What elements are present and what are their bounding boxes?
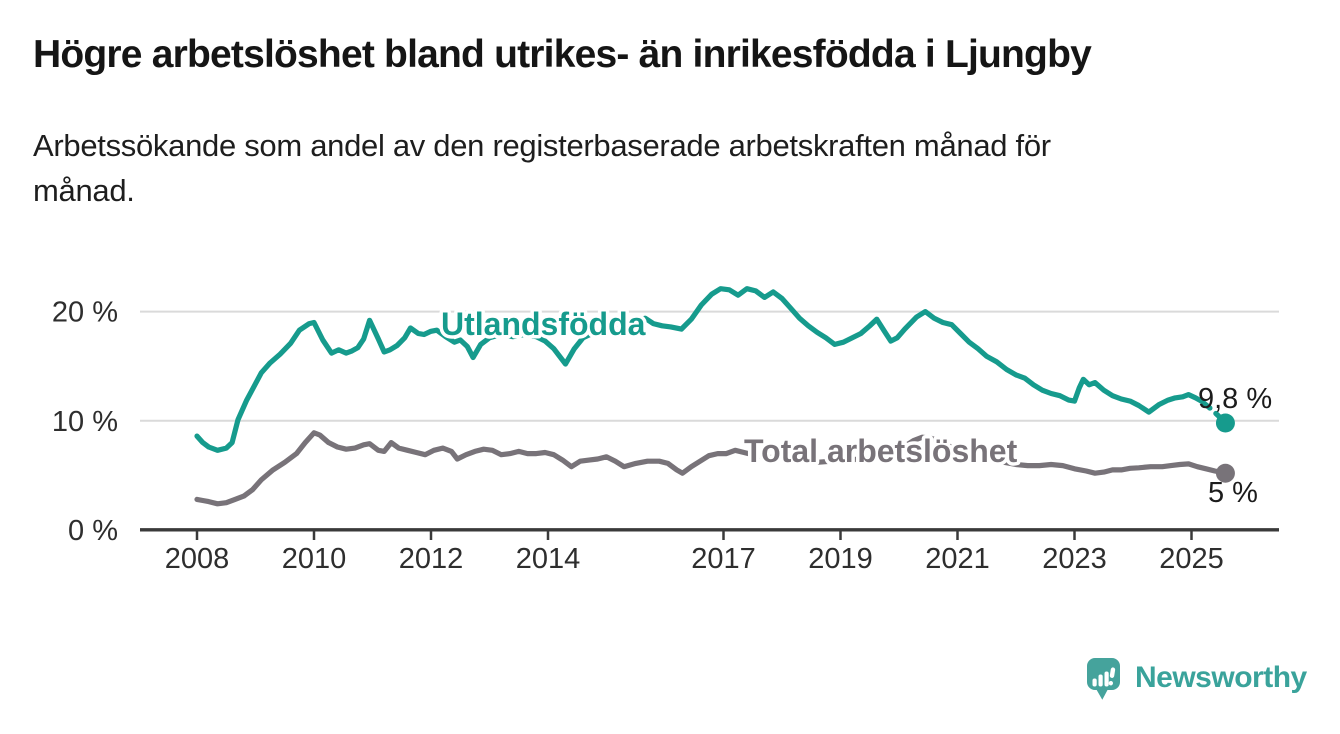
series-label-total-arbetsl-shet: Total arbetslöshet xyxy=(744,433,1018,469)
y-axis-label-20: 20 % xyxy=(52,297,118,329)
logo-bubble xyxy=(1087,658,1120,700)
series-end-value-total-arbetsl-shet: 5 % xyxy=(1208,477,1258,509)
x-axis-label-2025: 2025 xyxy=(1159,543,1224,575)
x-axis-label-2019: 2019 xyxy=(808,543,873,575)
x-axis-label-2014: 2014 xyxy=(516,543,581,575)
x-axis-label-2012: 2012 xyxy=(399,543,464,575)
x-axis-label-2023: 2023 xyxy=(1042,543,1107,575)
brand-name: Newsworthy xyxy=(1135,661,1307,694)
y-axis-label-10: 10 % xyxy=(52,406,118,438)
series-line-utlandsf-dda xyxy=(194,286,1204,453)
newsworthy-logo-icon xyxy=(1087,658,1120,700)
series-end-dot-total-arbetsl-shet xyxy=(1215,463,1235,483)
logo-bar-1 xyxy=(1092,678,1097,687)
x-axis-label-2017: 2017 xyxy=(691,543,756,575)
brand-footer: Newsworthy xyxy=(1087,658,1307,702)
page-title: Högre arbetslöshet bland utrikes- än inr… xyxy=(33,33,1092,76)
logo-bar-2 xyxy=(1098,674,1103,687)
chart-subtitle: Arbetssökande som andel av den registerb… xyxy=(33,128,1051,208)
series-end-dot-utlandsf-dda xyxy=(1215,413,1235,433)
series-line-total-arbetsl-shet xyxy=(194,430,1228,507)
logo-bar-3 xyxy=(1104,671,1109,687)
series-label-utlandsf-dda: Utlandsfödda xyxy=(441,306,646,342)
x-axis-label-2010: 2010 xyxy=(282,543,347,575)
logo-exclamation xyxy=(1108,667,1116,686)
series-end-value-utlandsf-dda: 9,8 % xyxy=(1198,383,1272,415)
y-axis-label-0: 0 % xyxy=(68,515,118,547)
x-axis-label-2021: 2021 xyxy=(925,543,990,575)
x-axis-label-2008: 2008 xyxy=(165,543,230,575)
